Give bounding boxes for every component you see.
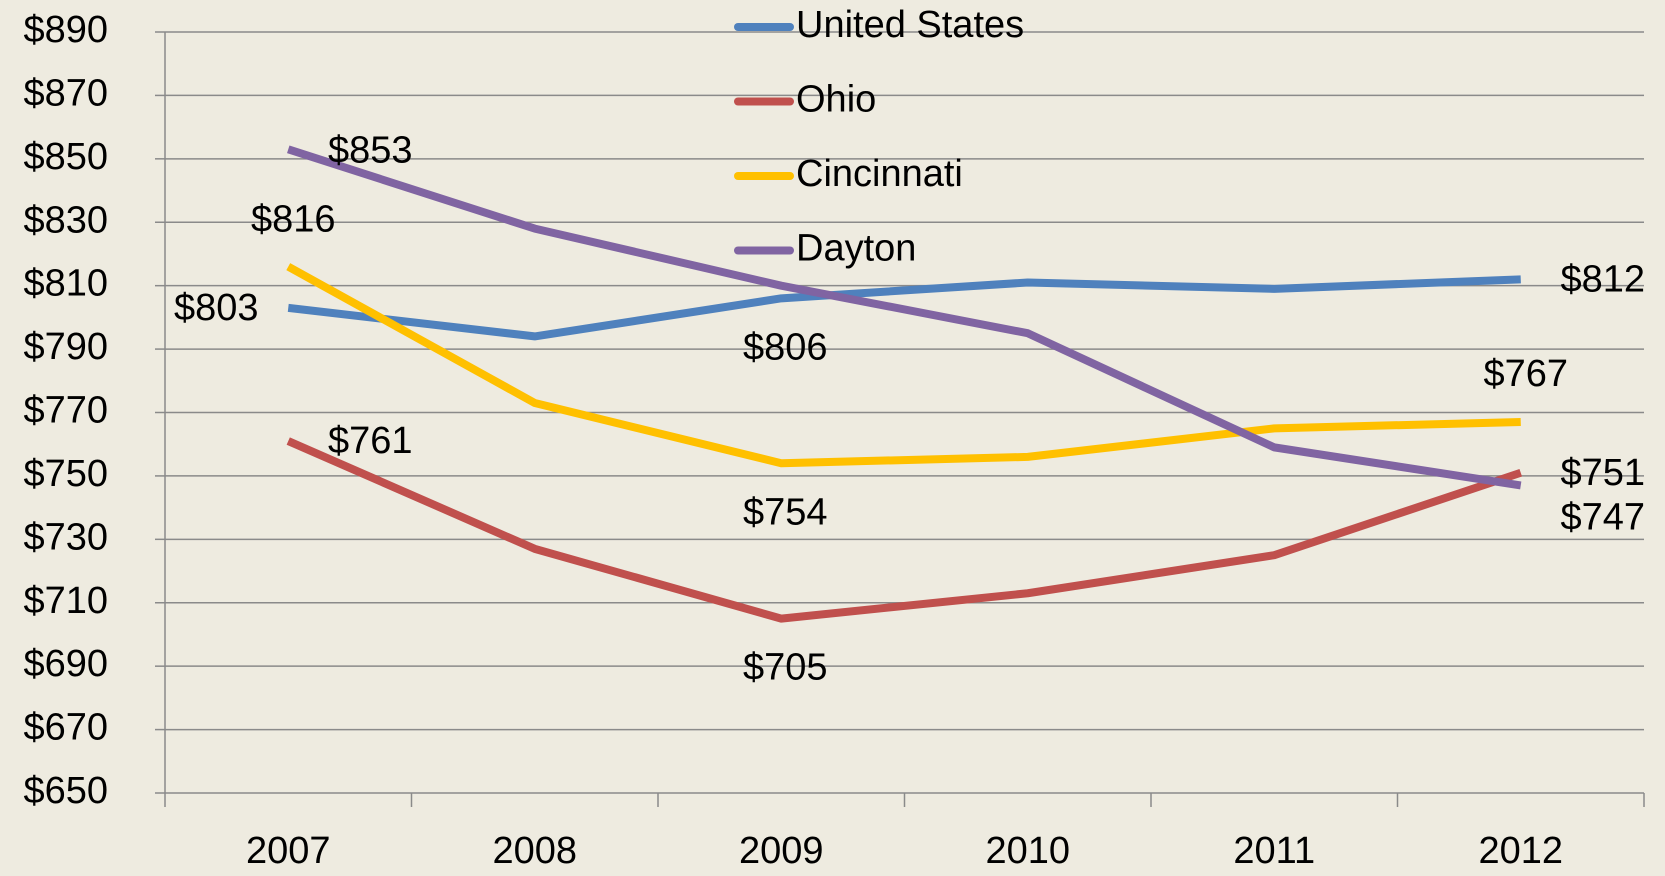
x-tick-label: 2011 bbox=[1233, 830, 1315, 872]
series-line bbox=[287, 275, 1521, 341]
x-tick-label: 2009 bbox=[739, 830, 824, 872]
y-tick-label: $850 bbox=[23, 136, 108, 178]
data-label: $761 bbox=[328, 420, 413, 462]
data-label: $806 bbox=[743, 326, 828, 368]
data-label: $767 bbox=[1483, 353, 1568, 395]
y-tick-label: $730 bbox=[23, 516, 108, 558]
y-tick-label: $810 bbox=[23, 263, 108, 305]
y-tick-label: $690 bbox=[23, 643, 108, 685]
x-tick-label: 2008 bbox=[492, 830, 577, 872]
data-label: $747 bbox=[1560, 496, 1645, 538]
y-tick-label: $830 bbox=[23, 199, 108, 241]
data-label: $803 bbox=[174, 287, 259, 329]
series-line bbox=[286, 437, 1523, 623]
series-line bbox=[287, 145, 1522, 490]
x-tick-label: 2007 bbox=[246, 830, 331, 872]
y-tick-label: $870 bbox=[23, 72, 108, 114]
data-label: $816 bbox=[251, 199, 336, 241]
y-tick-label: $750 bbox=[23, 453, 108, 495]
y-tick-label: $770 bbox=[23, 390, 108, 432]
legend-label: Dayton bbox=[796, 228, 916, 270]
x-tick-label: 2010 bbox=[985, 830, 1070, 872]
data-label: $853 bbox=[328, 129, 413, 171]
y-tick-label: $890 bbox=[23, 9, 108, 51]
series-line bbox=[286, 263, 1521, 468]
y-tick-label: $790 bbox=[23, 326, 108, 368]
x-tick-label: 2012 bbox=[1478, 830, 1563, 872]
data-label: $754 bbox=[743, 491, 828, 533]
legend-label: Cincinnati bbox=[796, 153, 963, 195]
data-label: $705 bbox=[743, 647, 828, 689]
legend-label: Ohio bbox=[796, 79, 876, 121]
y-tick-label: $710 bbox=[23, 580, 108, 622]
y-tick-label: $650 bbox=[23, 770, 108, 812]
data-label: $812 bbox=[1560, 258, 1645, 300]
data-label: $751 bbox=[1560, 452, 1645, 494]
legend-label: United States bbox=[796, 4, 1024, 46]
y-tick-label: $670 bbox=[23, 707, 108, 749]
